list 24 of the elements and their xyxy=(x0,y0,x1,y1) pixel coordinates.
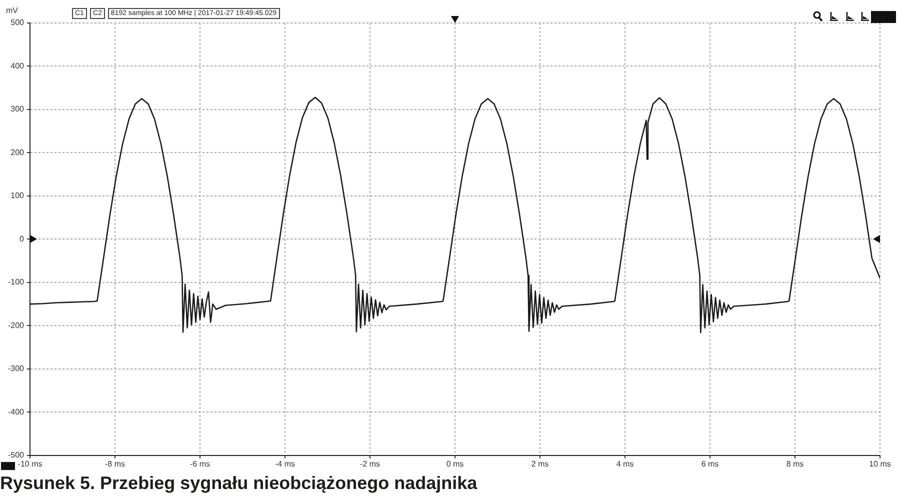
x-tick-label: -2 ms xyxy=(360,459,380,468)
x-tick-label: 8 ms xyxy=(786,459,804,468)
y-tick-label: -200 xyxy=(8,320,25,330)
x-tick-label: -4 ms xyxy=(275,459,295,468)
x-tick-label: 4 ms xyxy=(616,459,634,468)
y-axis-title: mV xyxy=(6,6,19,16)
y-tick-label: 400 xyxy=(10,61,25,70)
x-tick-label: -6 ms xyxy=(190,459,210,468)
y-tick-label: 100 xyxy=(10,191,25,200)
y-tick-label: 500 xyxy=(10,18,25,28)
text: Rysunek 5. Przebieg sygnału nieobciążonego nadajnika xyxy=(0,473,478,494)
y-tick-label: -400 xyxy=(8,407,25,416)
x-tick-label: 6 ms xyxy=(701,459,719,468)
x-tick-label: 2 ms xyxy=(531,459,549,468)
y-tick-label: -500 xyxy=(8,450,25,460)
x-tick-label: -8 ms xyxy=(105,459,125,468)
x-tick-label: 10 ms xyxy=(869,459,891,468)
y-tick-label: 300 xyxy=(10,104,25,114)
x-tick-label: -10 ms xyxy=(18,459,42,468)
y-tick-label: -300 xyxy=(8,364,25,374)
y-tick-label: 0 xyxy=(20,234,25,244)
x-tick-label: 0 ms xyxy=(446,459,464,468)
y-tick-label: 200 xyxy=(10,148,25,157)
y-tick-label: -100 xyxy=(8,278,25,287)
